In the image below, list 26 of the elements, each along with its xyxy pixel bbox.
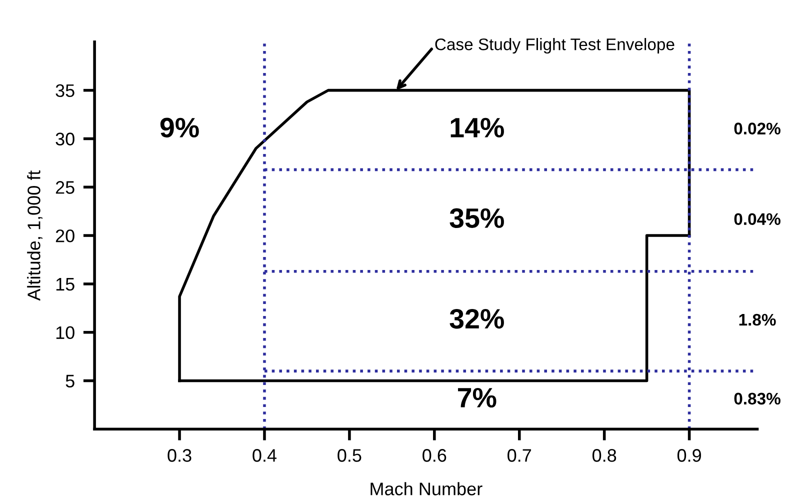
x-tick-label: 0.7 (508, 449, 532, 462)
y-tick-label: 30 (56, 132, 74, 146)
annotation: 9% (160, 118, 199, 138)
annotation: 0.04% (734, 213, 780, 225)
annotation: 32% (450, 308, 504, 329)
annotation: Case Study Flight Test Envelope (435, 38, 674, 54)
x-axis-title: Mach Number (370, 482, 482, 496)
annotation: 7% (458, 388, 496, 408)
x-tick-label: 0.3 (168, 449, 192, 462)
annotation: 1.8% (739, 314, 776, 326)
y-tick-label: 5 (66, 374, 74, 388)
y-tick-label: 35 (56, 84, 74, 98)
y-tick-label: 25 (56, 181, 74, 194)
y-axis-title: Altitude, 1,000 ft (27, 170, 42, 301)
annotation: 0.02% (734, 122, 780, 134)
y-tick-label: 10 (56, 326, 74, 340)
annotation: 35% (450, 208, 504, 228)
x-tick-label: 0.6 (422, 449, 446, 462)
annotation: 0.83% (734, 392, 780, 405)
annotation: 14% (450, 118, 504, 138)
y-tick-label: 20 (56, 229, 74, 242)
x-tick-label: 0.4 (252, 449, 277, 462)
x-tick-label: 0.9 (677, 449, 701, 462)
x-tick-label: 0.8 (592, 449, 616, 462)
x-tick-label: 0.5 (338, 449, 362, 462)
y-tick-label: 15 (56, 278, 74, 291)
